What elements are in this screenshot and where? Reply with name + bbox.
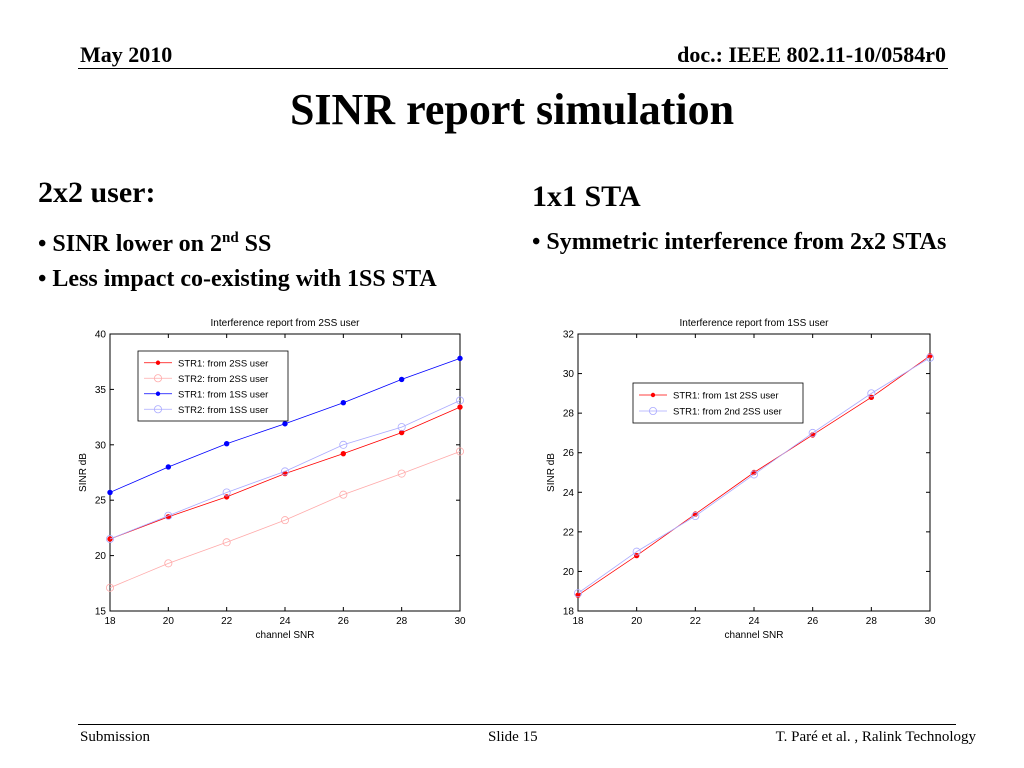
c1-legend-marker-4 [154,405,163,414]
c1-x-axis-label: channel SNR [256,630,315,641]
c1-series-1-point [340,450,347,457]
c2-y-tick-label: 20 [563,567,575,578]
c2-legend-marker-1 [650,392,656,398]
c2-x-tick-label: 28 [866,616,878,627]
c1-x-tick-label: 26 [338,616,350,627]
c2-y-tick-label: 28 [563,409,575,420]
c1-series-3-point [457,355,463,362]
c1-series-2-point [105,583,114,592]
c2-legend-box [632,382,804,424]
chart-2ss-interference: Interference report from 2SS user channel… [78,318,466,641]
c1-legend-marker-2 [154,374,163,383]
c2-series-2-point [925,353,934,362]
c1-series-2-point [222,538,231,547]
c2-series-2-line [577,357,931,594]
c1-series-4-point [339,440,348,449]
c1-y-tick-label: 20 [95,551,107,562]
c1-series-4-point [280,467,289,476]
c1-y-axis-label: SINR dB [78,453,89,492]
right-heading: 1x1 STA [532,180,641,213]
header-rule [78,68,948,69]
c1-series-3-point [107,489,113,496]
c2-series-2-point [632,547,641,556]
slide-title: SINR report simulation [289,85,735,134]
c1-series-3-point [165,464,172,470]
c1-x-tick-label: 22 [221,616,233,627]
c2-series-2-point [808,428,817,437]
c1-series-2-point [339,490,348,499]
c1-series-4-point [164,511,173,520]
c2-x-axis-label: channel SNR [725,630,784,641]
left-bullet-1: • SINR lower on 2nd SS [38,224,271,258]
c1-y-tick-label: 25 [95,496,107,507]
c1-x-tick-label: 18 [104,616,116,627]
c1-series-3-point [223,440,230,447]
c2-x-tick-label: 30 [924,616,936,627]
c1-series-4-point [105,534,114,543]
c1-series-2-point [455,447,464,456]
c2-x-tick-label: 24 [748,616,760,627]
left-bullet-1-sup: nd [221,230,239,246]
c1-legend-marker-3 [155,391,161,396]
c1-series-2-line [109,451,461,589]
c2-series-2-point [573,589,582,598]
left-heading: 2x2 user: [38,176,156,209]
c2-x-tick-label: 22 [690,616,702,627]
c1-series-4-point [455,396,464,405]
c1-series-4-point [222,488,231,497]
c1-x-tick-label: 24 [279,616,291,627]
c1-series-4-point [397,423,406,432]
c1-y-tick-label: 15 [95,607,107,618]
c2-legend-marker-2 [649,407,658,416]
c2-y-tick-label: 30 [563,369,575,380]
c2-y-tick-label: 26 [563,448,575,459]
c1-series-3-point [340,399,347,406]
c1-x-tick-label: 20 [163,616,175,627]
chart-1ss-interference: Interference report from 1SS user channel… [546,318,936,641]
left-bullet-2: • Less impact co-existing with 1SS STA [38,266,437,292]
c1-x-tick-label: 28 [396,616,408,627]
c2-legend-label-2: STR1: from 2nd 2SS user [673,407,782,418]
c1-y-tick-label: 40 [95,330,107,341]
c1-series-1-point [457,404,463,410]
c2-series-2-point [749,470,758,479]
header-date: May 2010 [80,42,173,67]
c1-series-2-point [397,469,406,478]
c2-series-2-point [691,512,700,521]
c1-series-2-point [280,516,289,525]
footer-authors: T. Paré et al. , Ralink Technology [775,729,976,745]
c1-chart-title: Interference report from 2SS user [211,318,361,329]
c2-x-tick-label: 20 [631,616,643,627]
c1-series-2-point [164,559,173,568]
footer-submission: Submission [80,729,151,745]
right-bullet-1: • Symmetric interference from 2x2 STAs [532,229,947,255]
c2-series-2-point [867,389,876,398]
left-bullet-1-suffix: SS [238,231,272,257]
c1-x-tick-label: 30 [454,616,466,627]
c1-legend-label-1: STR1: from 2SS user [178,358,268,369]
left-bullet-1-text: • SINR lower on 2 [38,231,222,257]
footer-slide-number: Slide 15 [488,729,538,745]
c2-y-tick-label: 22 [563,527,575,538]
header-doc-id: doc.: IEEE 802.11-10/0584r0 [677,42,946,67]
c1-series-3-point [282,421,288,427]
c1-series-3-point [398,376,405,383]
footer-rule [78,724,956,725]
c1-y-tick-label: 35 [95,385,107,396]
c1-legend-label-3: STR1: from 1SS user [178,389,268,400]
c2-legend-label-1: STR1: from 1st 2SS user [673,391,779,402]
c1-legend-label-4: STR2: from 1SS user [178,405,268,416]
c2-chart-title: Interference report from 1SS user [680,318,830,329]
c1-legend-marker-1 [155,360,161,365]
c1-legend-label-2: STR2: from 2SS user [178,374,268,385]
c2-y-tick-label: 32 [563,330,575,341]
c2-y-axis-label: SINR dB [546,453,557,492]
c2-x-tick-label: 18 [572,616,584,627]
c2-y-tick-label: 24 [563,488,575,499]
c1-series-4-line [109,400,461,540]
c2-y-tick-label: 18 [563,607,575,618]
c1-y-tick-label: 30 [95,440,107,451]
c2-x-tick-label: 26 [807,616,819,627]
